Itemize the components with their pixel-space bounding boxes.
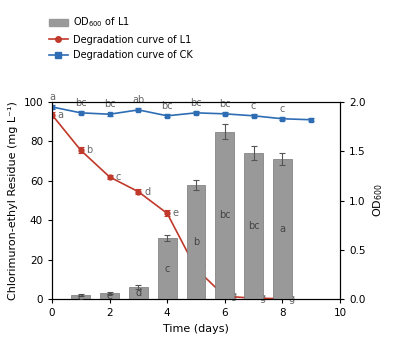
- Text: c: c: [280, 104, 285, 114]
- Text: bc: bc: [104, 99, 116, 109]
- Text: e: e: [173, 208, 179, 218]
- Text: e: e: [78, 292, 84, 302]
- Bar: [72, 295, 90, 299]
- Text: a: a: [58, 110, 64, 120]
- Text: bc: bc: [190, 98, 202, 108]
- Text: bc: bc: [75, 98, 87, 108]
- Bar: [273, 159, 292, 299]
- Text: ab: ab: [132, 95, 144, 105]
- Text: e: e: [106, 291, 113, 301]
- Bar: [187, 185, 205, 299]
- Bar: [129, 287, 148, 299]
- Y-axis label: Chlorimuron-ethyl Residue (mg L⁻¹): Chlorimuron-ethyl Residue (mg L⁻¹): [8, 101, 18, 300]
- Text: g: g: [288, 294, 294, 304]
- Y-axis label: OD$_{600}$: OD$_{600}$: [371, 184, 385, 218]
- Text: c: c: [115, 172, 121, 182]
- X-axis label: Time (days): Time (days): [163, 324, 229, 334]
- Text: d: d: [144, 187, 150, 197]
- Text: bc: bc: [219, 210, 231, 220]
- Text: b: b: [193, 237, 199, 247]
- Text: bc: bc: [219, 99, 231, 109]
- Bar: [244, 153, 263, 299]
- Text: a: a: [49, 92, 55, 102]
- Bar: [216, 132, 234, 299]
- Text: c: c: [251, 101, 256, 111]
- Text: b: b: [86, 145, 93, 155]
- Text: bc: bc: [248, 221, 260, 231]
- Text: f: f: [202, 264, 205, 274]
- Text: d: d: [135, 288, 142, 298]
- Text: g: g: [259, 293, 266, 303]
- Legend: OD$_{600}$ of L1, Degradation curve of L1, Degradation curve of CK: OD$_{600}$ of L1, Degradation curve of L…: [45, 12, 197, 64]
- Bar: [158, 238, 176, 299]
- Text: bc: bc: [161, 101, 173, 111]
- Text: g: g: [230, 291, 237, 301]
- Text: a: a: [279, 224, 285, 234]
- Bar: [100, 293, 119, 299]
- Text: c: c: [164, 264, 170, 274]
